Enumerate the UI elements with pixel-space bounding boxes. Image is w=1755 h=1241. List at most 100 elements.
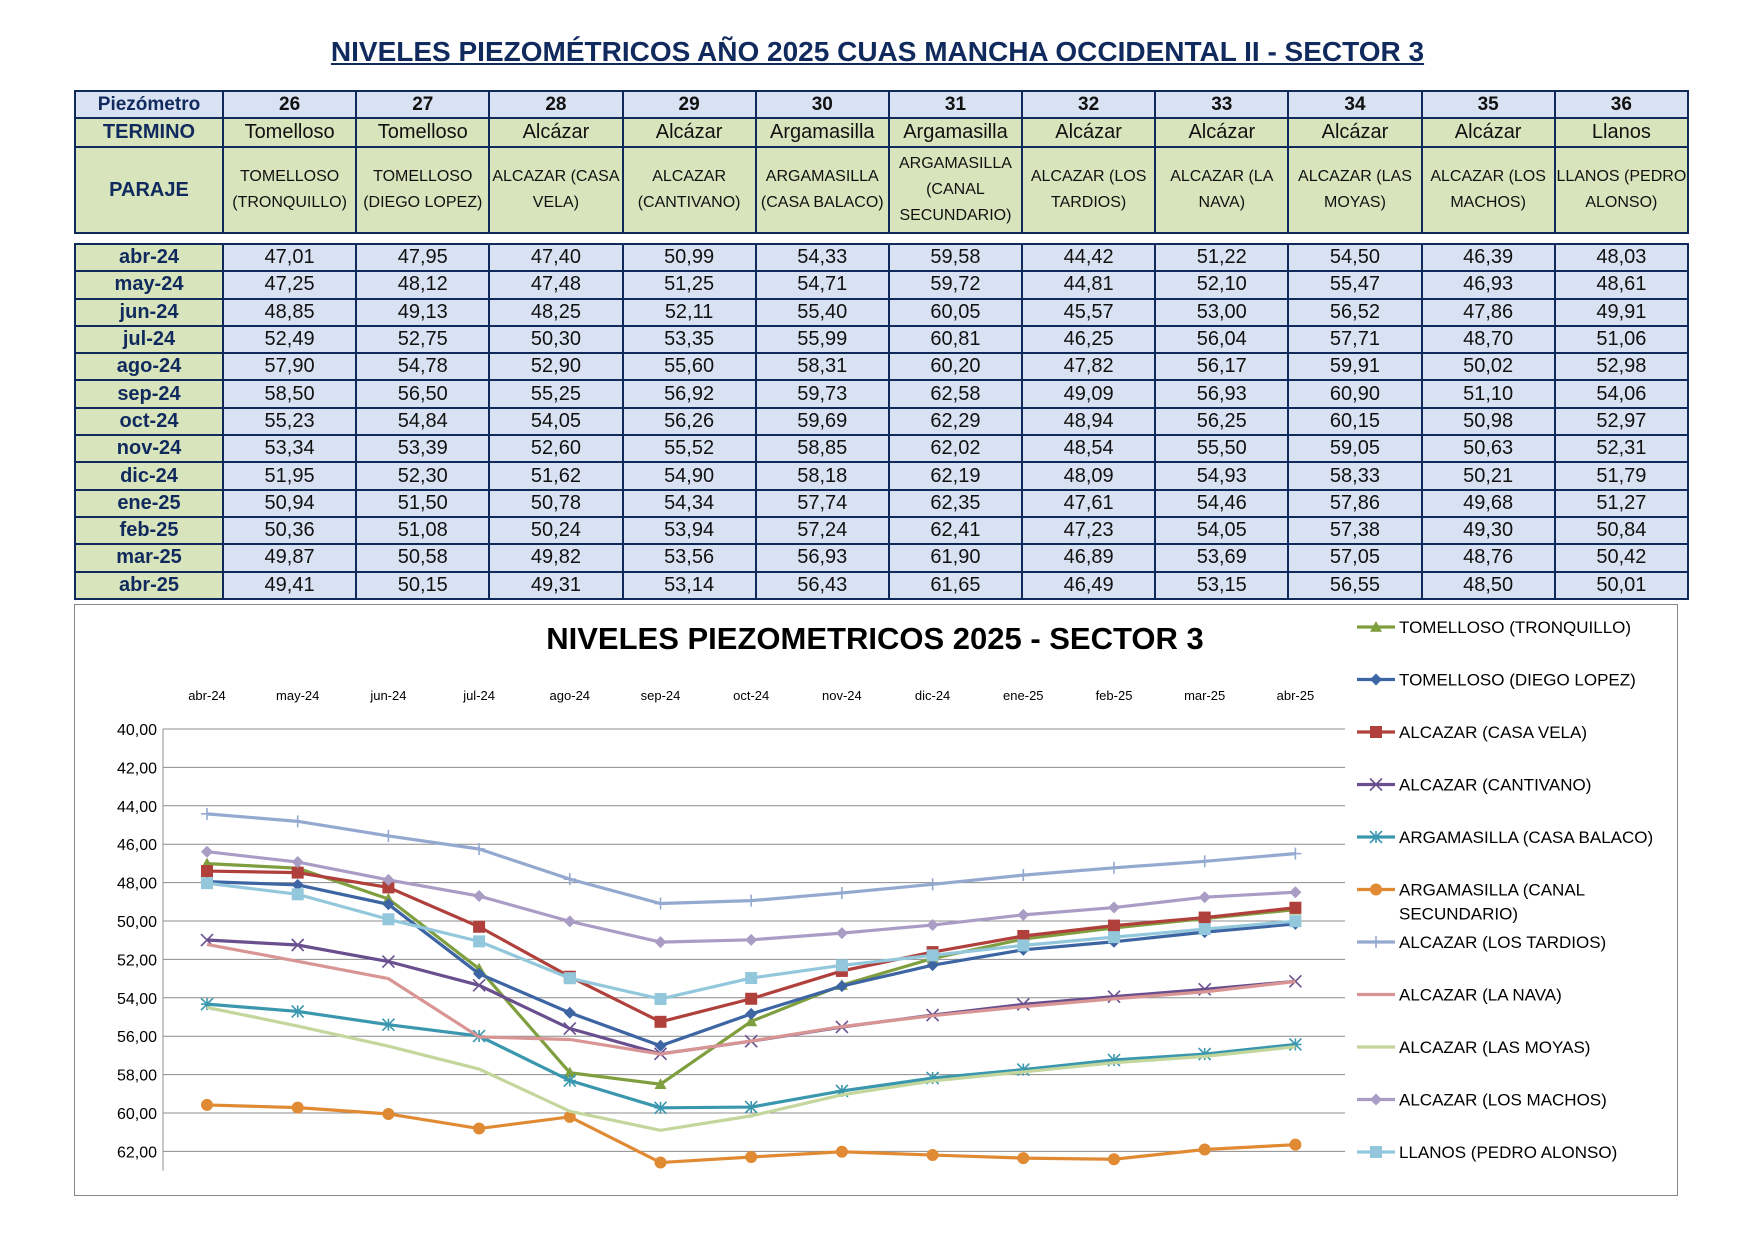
legend-item: ARGAMASILLA (CANAL SECUNDARIO) <box>1357 881 1585 924</box>
value-cell: 50,84 <box>1553 515 1690 546</box>
month-cell: jul-24 <box>74 324 224 355</box>
value-cell: 59,58 <box>887 242 1024 273</box>
piezometro-number: 29 <box>621 90 757 119</box>
value-cell: 52,30 <box>355 461 491 491</box>
value-cell: 59,72 <box>887 270 1024 300</box>
value-cell: 47,25 <box>221 270 358 300</box>
month-cell: sep-24 <box>74 379 224 409</box>
termino-cell: Alcázar <box>1021 117 1157 148</box>
value-cell: 52,60 <box>488 434 624 464</box>
value-cell: 60,90 <box>1287 379 1423 409</box>
value-cell: 47,86 <box>1420 297 1556 327</box>
value-cell: 52,31 <box>1553 434 1690 464</box>
table-row: jun-24 48,85 49,13 48,25 52,11 55,40 60,05 45,5… <box>74 297 1690 327</box>
series-line <box>206 1005 1296 1132</box>
x-tick-label: jun-24 <box>369 688 406 703</box>
data-point <box>472 978 486 992</box>
termino-cell: Llanos <box>1553 117 1690 148</box>
x-tick-label: feb-25 <box>1096 688 1133 703</box>
data-point <box>926 959 939 972</box>
value-cell: 50,99 <box>621 242 757 273</box>
value-cell: 62,29 <box>887 406 1024 437</box>
value-cell: 58,33 <box>1287 461 1423 491</box>
value-cell: 50,24 <box>488 515 624 546</box>
series-line <box>201 877 1302 1005</box>
x-tick-label: abr-24 <box>188 688 226 703</box>
value-cell: 58,85 <box>754 434 890 464</box>
page-title: NIVELES PIEZOMÉTRICOS AÑO 2025 CUAS MANC… <box>330 36 1425 67</box>
value-cell: 52,49 <box>221 324 358 355</box>
piezometro-number: 35 <box>1420 90 1556 119</box>
data-point <box>1369 777 1383 792</box>
data-point <box>291 1004 305 1018</box>
value-cell: 48,70 <box>1420 324 1556 355</box>
data-point <box>1017 939 1030 952</box>
table-row: ago-24 57,90 54,78 52,90 55,60 58,31 60,20 47,8… <box>74 352 1690 382</box>
value-cell: 50,78 <box>488 488 624 518</box>
data-point <box>654 992 667 1005</box>
data-point <box>1288 974 1302 988</box>
value-cell: 59,91 <box>1287 352 1423 382</box>
table-row: jul-24 52,49 52,75 50,30 53,35 55,99 60,81 46,2… <box>74 324 1690 355</box>
table-row: mar-25 49,87 50,58 49,82 53,56 56,93 61,90 46,8… <box>74 543 1690 573</box>
value-cell: 54,33 <box>754 242 890 273</box>
value-cell: 57,74 <box>754 488 890 518</box>
value-cell: 61,90 <box>887 543 1024 573</box>
value-cell: 51,50 <box>355 488 491 518</box>
data-point <box>201 877 213 890</box>
table-row: sep-24 58,50 56,50 55,25 56,92 59,73 62,58 49,0… <box>74 379 1690 409</box>
value-cell: 62,41 <box>887 515 1024 546</box>
piezometro-number: 33 <box>1154 90 1290 119</box>
data-point <box>1370 936 1382 948</box>
value-cell: 47,82 <box>1021 352 1157 382</box>
termino-cell: Argamasilla <box>887 117 1024 148</box>
y-tick-label: 44,00 <box>117 799 157 816</box>
y-tick-label: 42,00 <box>117 760 157 777</box>
data-point <box>473 1122 486 1135</box>
month-cell: abr-24 <box>74 242 224 273</box>
value-cell: 55,52 <box>621 434 757 464</box>
value-cell: 56,25 <box>1154 406 1290 437</box>
data-point <box>381 1018 395 1032</box>
data-point <box>563 1006 576 1019</box>
y-tick-label: 58,00 <box>117 1068 157 1085</box>
value-cell: 55,25 <box>488 379 624 409</box>
legend-item: ALCAZAR (LAS MOYAS) <box>1357 1038 1590 1057</box>
value-cell: 57,24 <box>754 515 890 546</box>
x-tick-label: oct-24 <box>733 688 769 703</box>
month-cell: may-24 <box>74 270 224 300</box>
value-cell: 53,14 <box>621 570 757 600</box>
data-point <box>291 815 304 828</box>
value-cell: 51,08 <box>355 515 491 546</box>
row-label-termino: TERMINO <box>74 117 224 148</box>
value-cell: 49,82 <box>488 543 624 573</box>
month-cell: feb-25 <box>74 515 224 546</box>
value-cell: 50,63 <box>1420 434 1556 464</box>
value-cell: 52,90 <box>488 352 624 382</box>
data-point <box>1289 901 1302 914</box>
value-cell: 56,04 <box>1154 324 1290 355</box>
data-point <box>473 935 486 948</box>
x-tick-label: ene-25 <box>1003 688 1043 703</box>
value-cell: 50,01 <box>1553 570 1690 600</box>
series-path <box>206 812 1296 906</box>
data-point <box>654 1078 667 1089</box>
data-point <box>291 938 305 952</box>
value-cell: 60,81 <box>887 324 1024 355</box>
value-cell: 48,09 <box>1021 461 1157 491</box>
data-point <box>291 856 304 869</box>
termino-cell: Tomelloso <box>221 117 358 148</box>
legend-label: TOMELLOSO (TRONQUILLO) <box>1399 618 1631 637</box>
data-point <box>1017 1152 1030 1165</box>
piezometro-number: 31 <box>887 90 1024 119</box>
value-cell: 50,94 <box>221 488 358 518</box>
value-cell: 51,95 <box>221 461 358 491</box>
legend-item: TOMELLOSO (TRONQUILLO) <box>1357 618 1631 637</box>
month-cell: abr-25 <box>74 570 224 600</box>
month-cell: nov-24 <box>74 434 224 464</box>
data-point <box>926 1149 939 1162</box>
series-line <box>201 845 1302 949</box>
data-point <box>1289 1138 1302 1151</box>
legend-item: ALCAZAR (CASA VELA) <box>1357 723 1587 742</box>
data-point <box>1198 911 1211 924</box>
